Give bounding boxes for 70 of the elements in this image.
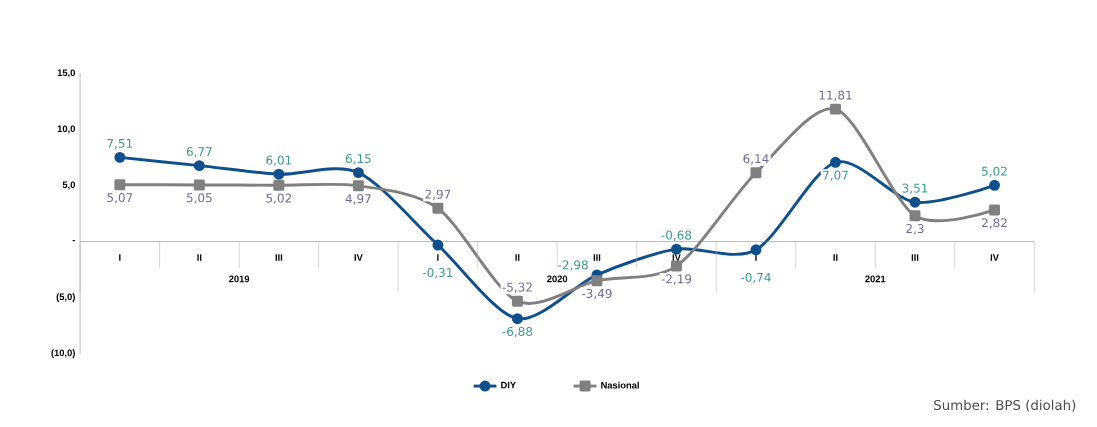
data-label: 2,3 [906, 224, 924, 235]
data-label: -5,32 [502, 282, 532, 293]
data-label: 4,97 [345, 194, 371, 205]
data-label: 6,14 [743, 154, 769, 165]
point [989, 179, 1000, 191]
data-label: 6,15 [345, 154, 371, 165]
point [909, 210, 921, 222]
x-tick-label: I [437, 254, 439, 261]
data-label: -6,88 [502, 326, 533, 338]
point [511, 313, 523, 325]
point [830, 156, 841, 168]
point [193, 179, 205, 191]
data-label: 5,05 [186, 193, 212, 204]
y-tick-label: 5,0 [62, 181, 75, 190]
y-tick-label: 15,0 [57, 69, 75, 78]
annotation: 2021 [865, 275, 886, 283]
x-tick-label: IV [990, 254, 999, 261]
x-tick-label: II [197, 254, 202, 261]
data-label: -3,49 [581, 288, 612, 300]
point [114, 179, 126, 191]
data-label: 7,51 [107, 138, 133, 150]
data-label: 6,01 [266, 155, 292, 166]
text: Sumber: BPS (diolah) [934, 399, 1076, 412]
x-tick-label: I [119, 254, 121, 261]
annotation: 2020 [547, 275, 568, 283]
point [432, 202, 444, 214]
x-tick-label: III [911, 254, 919, 261]
y-tick-label: 10,0 [57, 125, 75, 134]
data-label: 6,77 [186, 147, 212, 158]
point [114, 151, 126, 163]
data-label: -0,31 [422, 267, 453, 279]
y-tick-label: (10,0) [51, 349, 75, 358]
point [909, 196, 921, 208]
data-label: 11,81 [819, 90, 852, 101]
data-label: 3,51 [902, 183, 928, 194]
y-tick-label: - [72, 240, 75, 242]
data-label: 5,02 [982, 166, 1007, 177]
x-tick-label: III [275, 254, 283, 261]
data-label: 7,07 [823, 170, 848, 181]
point [352, 180, 364, 192]
data-label: 5,02 [266, 193, 292, 204]
point [432, 239, 444, 251]
point [989, 204, 1000, 216]
data-label: 2,97 [425, 189, 451, 200]
point [750, 244, 762, 256]
point [670, 260, 682, 272]
point [352, 167, 364, 179]
legend-label: DIY [501, 381, 516, 389]
x-tick-label: IV [354, 254, 363, 261]
point [750, 167, 762, 179]
point [273, 179, 285, 191]
point [591, 275, 603, 287]
data-label: -0,74 [741, 272, 771, 284]
y-tick-label: (5,0) [56, 293, 75, 302]
point [670, 243, 682, 255]
data-label: -0,68 [661, 230, 692, 241]
data-label: 2,82 [982, 218, 1007, 229]
x-tick-label: IV [672, 254, 681, 261]
data-label: 5,07 [107, 192, 133, 204]
point [511, 295, 523, 307]
point [273, 168, 285, 180]
point [193, 160, 205, 172]
data-label: -2,98 [558, 260, 588, 271]
annotation: 2019 [229, 275, 250, 283]
x-tick-label: II [515, 254, 520, 261]
x-tick-label: II [833, 254, 838, 261]
x-tick-label: III [593, 254, 601, 261]
legend-label: Nasional [601, 381, 639, 389]
data-label: -2,19 [661, 274, 692, 285]
point [830, 103, 841, 115]
